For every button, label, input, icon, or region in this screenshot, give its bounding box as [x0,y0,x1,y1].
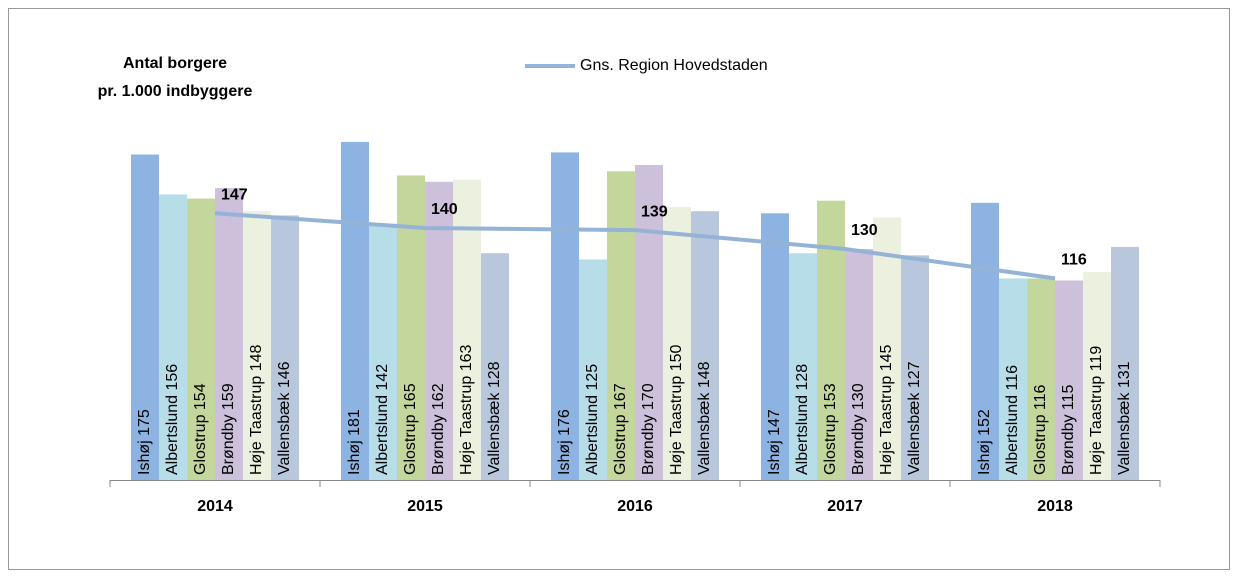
data-label: Ishøj 176 [556,409,573,475]
data-label: Vallensbæk 128 [486,361,503,475]
y-axis-title: pr. 1.000 indbyggere [98,83,253,100]
bar [481,253,509,480]
bar [1055,280,1083,480]
bar [691,211,719,480]
data-label: Høje Taastrup 150 [668,344,685,475]
bar [215,188,243,480]
data-label: Høje Taastrup 163 [458,344,475,475]
data-label: Ishøj 181 [346,409,363,475]
data-label: Brøndby 115 [1060,384,1077,475]
data-label: Albertslund 142 [374,364,391,475]
data-label: Høje Taastrup 119 [1088,346,1105,475]
bar [579,259,607,480]
bar [1027,278,1055,480]
x-tick-label: 2018 [1037,498,1073,515]
bar [369,223,397,481]
data-label: Vallensbæk 148 [696,361,713,475]
data-label: Ishøj 147 [766,409,783,475]
bar [187,198,215,480]
data-label: Vallensbæk 131 [1116,361,1133,475]
bar [341,141,369,480]
line [214,211,1056,281]
line-data-label: 116 [1061,252,1087,269]
data-label: Albertslund 128 [794,364,811,475]
bar [243,211,271,480]
bar [425,181,453,481]
data-label: Vallensbæk 146 [276,361,293,475]
data-label: Høje Taastrup 148 [248,344,265,475]
data-label: Brøndby 130 [850,383,867,475]
data-label: Ishøj 175 [136,409,153,475]
bar [607,171,635,481]
bar [761,213,789,481]
bar [901,255,929,480]
bar [1083,272,1111,480]
bar [271,215,299,480]
data-label: Albertslund 116 [1004,365,1021,475]
data-label: Glostrup 167 [612,383,629,475]
bar [635,165,663,480]
bar [971,202,999,481]
bar [999,278,1027,480]
bar [1111,246,1139,480]
legend-label: Gns. Region Hovedstaden [580,57,768,74]
data-label: Høje Taastrup 145 [878,344,895,475]
x-tick-label: 2014 [197,498,233,515]
data-label: Ishøj 152 [976,409,993,475]
x-tick-label: 2016 [617,498,653,515]
bar [789,253,817,480]
data-label: Glostrup 165 [402,383,419,475]
bar [663,207,691,480]
x-tick-label: 2015 [407,498,443,515]
bar [845,249,873,480]
bar [551,152,579,480]
data-label: Albertslund 125 [584,364,601,475]
data-label: Albertslund 156 [164,364,181,475]
data-label: Brøndby 170 [640,383,657,475]
data-label: Vallensbæk 127 [906,361,923,475]
data-label: Glostrup 154 [192,383,209,475]
bar [873,217,901,480]
y-axis-title: Antal borgere [123,55,227,72]
data-label: Glostrup 116 [1032,384,1049,475]
data-label: Glostrup 153 [822,383,839,475]
bar [159,194,187,480]
data-label: Brøndby 159 [220,383,237,475]
data-label: Brøndby 162 [430,383,447,475]
line-data-label: 140 [431,201,458,218]
line-data-label: 139 [641,203,668,220]
line-data-label: 130 [851,222,878,239]
bar [131,154,159,480]
line-data-label: 147 [221,187,248,204]
x-tick-label: 2017 [827,498,863,515]
